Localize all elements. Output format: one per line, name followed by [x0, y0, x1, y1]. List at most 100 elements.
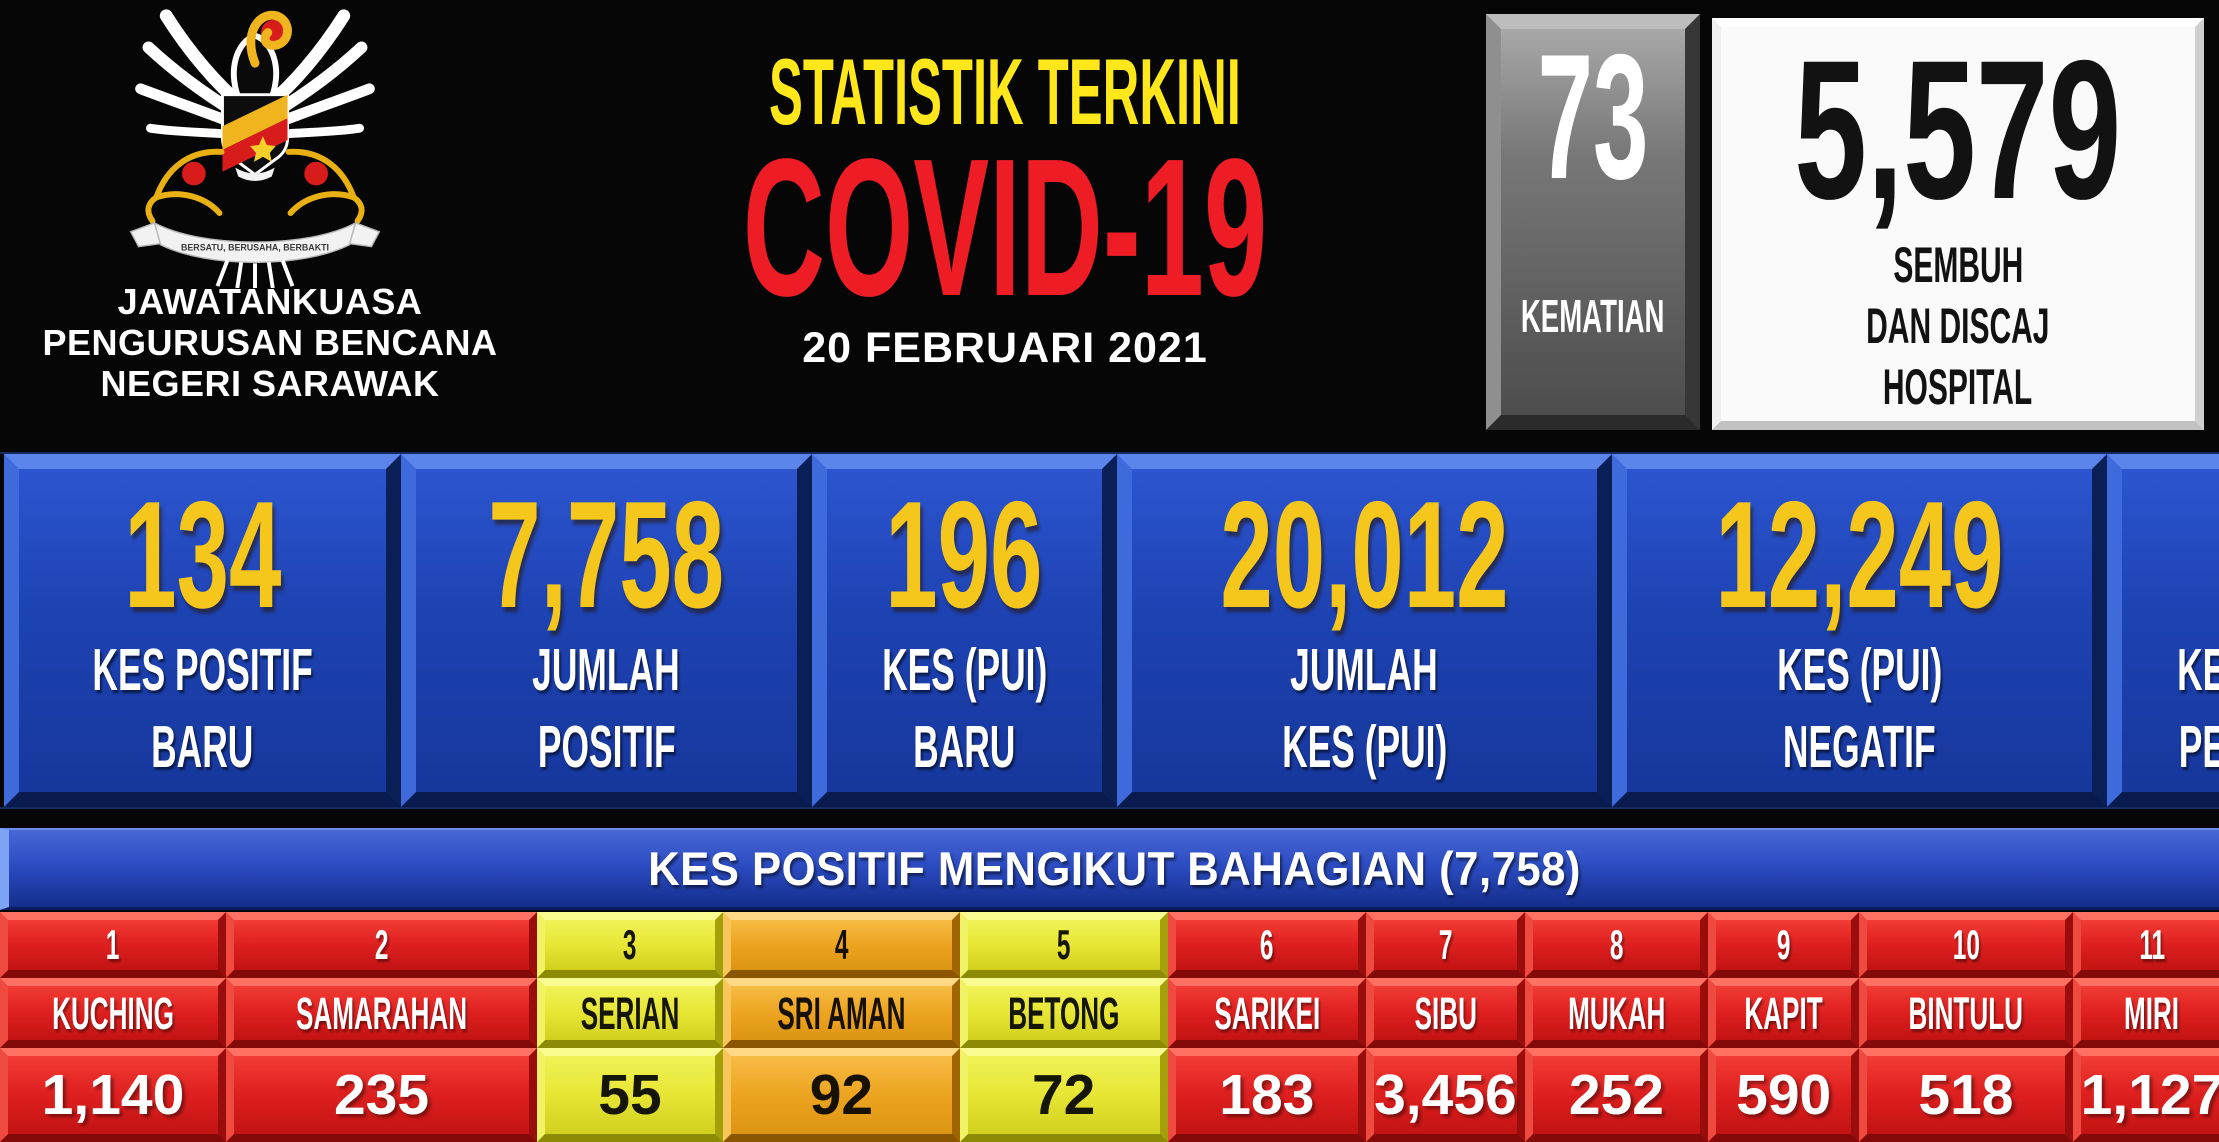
region-column-bintulu: 10 BINTULU 518 — [1859, 912, 2073, 1142]
region-column-kuching: 1 KUCHING 1,140 — [0, 912, 226, 1142]
region-name-tile: BETONG — [959, 978, 1168, 1048]
region-name: SAMARAHAN — [295, 987, 468, 1039]
stat-value: 20,012 — [1132, 479, 1597, 631]
region-name-tile: KUCHING — [0, 978, 226, 1048]
stat-label-line: JUMLAH — [532, 636, 681, 703]
region-number: 3 — [623, 921, 637, 968]
motto-ribbon: BERSATU, BERUSAHA, BERBAKTI — [129, 221, 381, 264]
stat-label-line: KES (PUI) — [1776, 636, 1942, 703]
region-value-tile: 92 — [723, 1048, 960, 1142]
region-value-tile: 55 — [536, 1048, 724, 1142]
subtitle-text: STATISTIK TERKINI — [769, 39, 1241, 144]
region-column-sibu: 7 SIBU 3,456 — [1366, 912, 1525, 1142]
region-value: 55 — [598, 1063, 662, 1127]
hornbill-head-icon — [246, 10, 292, 68]
region-value: 183 — [1219, 1063, 1315, 1127]
stat-card-kes-pui-negatif: 12,249 KES (PUI) NEGATIF — [1611, 454, 2107, 807]
section-banner: KES POSITIF MENGIKUT BAHAGIAN (7,758) — [0, 828, 2219, 910]
region-number: 2 — [374, 921, 389, 968]
stat-card-jumlah-kes-pui: 20,012 JUMLAH KES (PUI) — [1116, 454, 1612, 807]
region-name: SARIKEI — [1213, 987, 1320, 1039]
subtitle: STATISTIK TERKINI — [540, 39, 1470, 144]
region-value: 3,456 — [1374, 1063, 1517, 1127]
sarawak-coat-of-arms-logo: BERSATU, BERUSAHA, BERBAKTI — [129, 9, 381, 288]
page-title: COVID-19 — [540, 118, 1470, 337]
stat-label-line: KES (PUI) — [1281, 713, 1447, 780]
stat-card-jumlah-positif: 7,758 JUMLAH POSITIF — [401, 454, 812, 807]
region-number: 1 — [106, 921, 120, 968]
stat-label-line: PENDING — [2178, 713, 2219, 780]
region-value: 1,140 — [41, 1063, 185, 1127]
region-value-tile: 590 — [1708, 1048, 1860, 1142]
region-column-sarikei: 6 SARIKEI 183 — [1167, 912, 1367, 1142]
region-number: 10 — [1952, 921, 1980, 968]
region-number-tile: 7 — [1366, 912, 1525, 978]
region-value-tile: 252 — [1524, 1048, 1709, 1142]
recovered-card: 5,579 SEMBUH DAN DISCAJ HOSPITAL — [1712, 18, 2204, 430]
flower-left-icon — [182, 161, 206, 186]
region-number: 4 — [834, 921, 849, 968]
region-name: KUCHING — [52, 987, 174, 1039]
region-name: BINTULU — [1908, 987, 2024, 1039]
region-number-tile: 10 — [1859, 912, 2073, 978]
stat-value: 196 — [837, 479, 1091, 631]
region-name: SERIAN — [580, 987, 680, 1039]
recovered-count-text: 5,579 — [1794, 19, 2122, 240]
region-column-betong: 5 BETONG 72 — [959, 912, 1168, 1142]
region-value-tile: 1,140 — [0, 1048, 226, 1142]
region-name-tile: MUKAH — [1524, 978, 1709, 1048]
deaths-label-text: KEMATIAN — [1521, 290, 1665, 342]
region-column-miri: 11 MIRI 1,127 — [2072, 912, 2219, 1142]
region-name: MIRI — [2124, 987, 2180, 1039]
region-number: 11 — [2139, 921, 2165, 968]
stat-card-kes-pui-pending: 5 KES (PUI) PENDING — [2106, 454, 2219, 807]
region-value: 518 — [1918, 1063, 2014, 1127]
stat-label-line: NEGATIF — [1782, 713, 1936, 780]
region-column-sri-aman: 4 SRI AMAN 92 — [723, 912, 960, 1142]
region-value: 72 — [1031, 1063, 1096, 1127]
flower-right-icon — [304, 161, 328, 186]
region-name-tile: SARIKEI — [1167, 978, 1367, 1048]
recovered-label-line-3: HOSPITAL — [1883, 359, 2033, 415]
stat-value-text: 7,758 — [488, 470, 725, 640]
region-name-tile: MIRI — [2072, 978, 2219, 1048]
region-name: MUKAH — [1567, 987, 1666, 1039]
stat-value: 12,249 — [1627, 479, 2092, 631]
stat-label-line: BARU — [151, 713, 254, 780]
region-number: 9 — [1776, 921, 1791, 968]
region-name: KAPIT — [1744, 987, 1823, 1039]
region-number-tile: 11 — [2072, 912, 2219, 978]
region-name-tile: SERIAN — [536, 978, 724, 1048]
region-value-tile: 183 — [1167, 1048, 1367, 1142]
region-name-tile: SRI AMAN — [723, 978, 960, 1048]
region-number: 8 — [1609, 921, 1624, 968]
region-number: 6 — [1260, 921, 1274, 968]
stat-label-line: KES (PUI) — [881, 636, 1047, 703]
recovered-label-line-2: DAN DISCAJ — [1866, 298, 2050, 354]
region-name: SRI AMAN — [777, 987, 906, 1039]
region-number-tile: 9 — [1708, 912, 1860, 978]
deaths-count: 73 — [1494, 17, 1692, 216]
region-column-samarahan: 2 SAMARAHAN 235 — [226, 912, 537, 1142]
page-title-text: COVID-19 — [742, 118, 1268, 337]
region-number-tile: 3 — [536, 912, 724, 978]
region-number: 7 — [1438, 921, 1453, 968]
stat-label-line: BARU — [913, 713, 1016, 780]
recovered-label: SEMBUH DAN DISCAJ HOSPITAL — [1805, 235, 2111, 418]
header-band: BERSATU, BERUSAHA, BERBAKTI JAWATANKUASA… — [0, 0, 2219, 450]
stat-value: 7,758 — [416, 479, 796, 631]
title-block: STATISTIK TERKINI COVID-19 20 FEBRUARI 2… — [540, 0, 1470, 373]
region-name: BETONG — [1008, 987, 1120, 1039]
region-name: SIBU — [1414, 987, 1477, 1039]
stat-card-kes-positif-baru: 134 KES POSITIF BARU — [4, 454, 402, 807]
stat-value-text: 196 — [885, 470, 1043, 640]
region-value: 590 — [1736, 1063, 1832, 1127]
region-number-tile: 1 — [0, 912, 226, 978]
region-value: 92 — [809, 1063, 874, 1127]
committee-line-2: PENGURUSAN BENCANA — [42, 322, 498, 363]
region-value-tile: 3,456 — [1366, 1048, 1525, 1142]
deaths-count-text: 73 — [1537, 17, 1649, 216]
region-column-mukah: 8 MUKAH 252 — [1524, 912, 1709, 1142]
committee-title: JAWATANKUASA PENGURUSAN BENCANA NEGERI S… — [0, 281, 540, 404]
